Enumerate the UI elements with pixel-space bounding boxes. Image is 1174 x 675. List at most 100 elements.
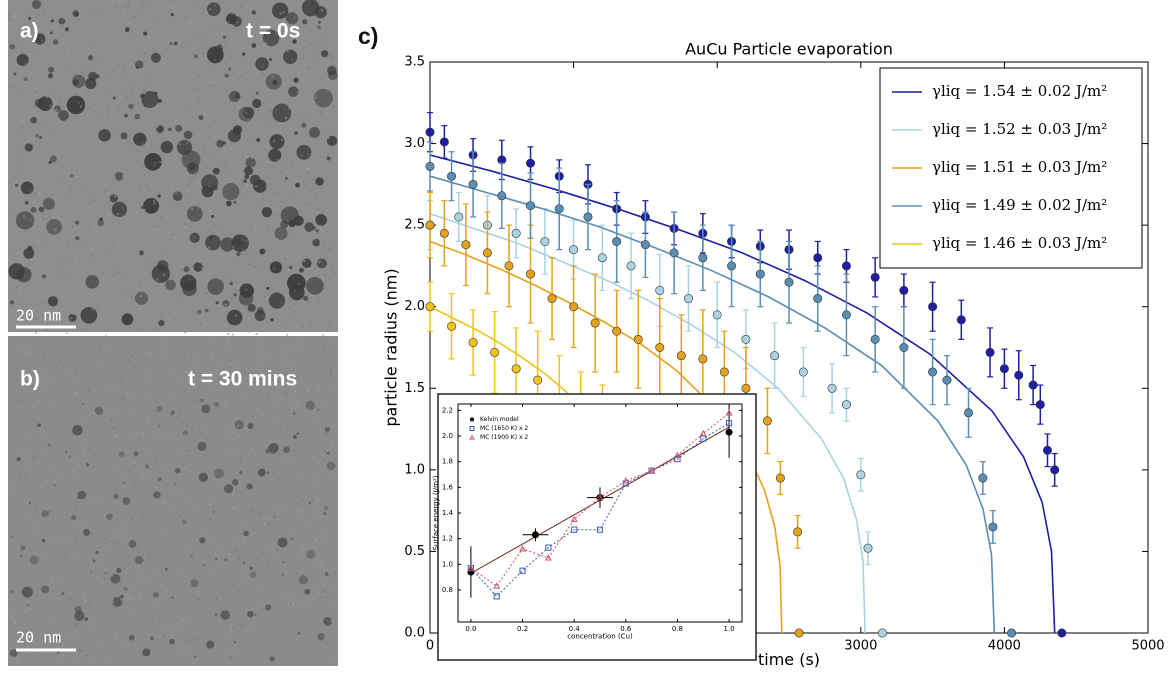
noise [108, 72, 111, 75]
y-tick-label: 2.2 [442, 406, 453, 414]
noise [278, 506, 281, 509]
particle [324, 572, 329, 577]
noise [9, 23, 12, 26]
noise [38, 339, 41, 342]
noise [289, 630, 292, 633]
noise [98, 655, 101, 658]
noise [119, 222, 122, 225]
marker [425, 127, 435, 137]
noise [315, 479, 318, 482]
noise [285, 104, 288, 107]
particle [9, 649, 18, 657]
noise [195, 305, 198, 308]
noise [293, 457, 296, 460]
noise [257, 109, 260, 112]
particle [151, 264, 171, 283]
noise [328, 277, 331, 280]
noise [148, 471, 151, 474]
noise [227, 537, 230, 540]
marker [468, 179, 478, 189]
noise [239, 571, 242, 574]
marker [447, 171, 457, 181]
noise [88, 41, 91, 44]
noise [319, 158, 322, 161]
noise [228, 363, 231, 366]
panel-label: a) [20, 20, 39, 43]
noise [161, 216, 164, 219]
noise [66, 306, 69, 309]
noise [283, 455, 286, 458]
noise [208, 570, 211, 573]
noise [310, 245, 313, 248]
noise [84, 129, 87, 132]
noise [332, 106, 335, 109]
noise [110, 388, 113, 391]
noise [181, 625, 184, 628]
particle [31, 0, 42, 10]
noise [309, 521, 312, 524]
noise [16, 286, 19, 289]
particle [302, 19, 308, 25]
noise [42, 238, 45, 241]
noise [88, 202, 91, 205]
noise [24, 63, 27, 66]
noise [238, 275, 241, 278]
noise [96, 576, 99, 579]
noise [53, 562, 56, 565]
noise [246, 120, 249, 123]
particle [176, 139, 193, 156]
noise [331, 445, 334, 448]
noise [227, 553, 230, 556]
marker [813, 253, 823, 263]
noise [32, 143, 35, 146]
marker [727, 261, 737, 271]
noise [76, 466, 79, 469]
particle [36, 34, 40, 38]
noise [63, 65, 66, 68]
noise [224, 428, 227, 431]
noise [315, 500, 318, 503]
noise [291, 160, 294, 163]
y-tick-label: 3.5 [404, 55, 425, 70]
noise [202, 634, 205, 637]
marker [793, 527, 803, 537]
noise [263, 352, 266, 355]
noise [213, 58, 216, 61]
noise [233, 550, 236, 553]
noise [166, 216, 169, 219]
noise [315, 192, 318, 195]
noise [183, 352, 186, 355]
noise [317, 498, 320, 501]
particle [312, 238, 321, 247]
noise [200, 534, 203, 537]
noise [74, 625, 77, 628]
noise [127, 0, 130, 3]
noise [240, 5, 243, 8]
noise [25, 9, 28, 12]
noise [196, 363, 199, 366]
noise [117, 64, 120, 67]
noise [184, 466, 187, 469]
particle [298, 575, 308, 585]
noise [39, 479, 42, 482]
noise [209, 273, 212, 276]
plot-frame [429, 61, 1149, 634]
noise [127, 22, 130, 25]
noise [320, 591, 323, 594]
x-axis-label: time (s) [758, 650, 820, 669]
noise [160, 431, 163, 434]
noise [281, 139, 284, 142]
noise [253, 278, 256, 281]
noise [282, 11, 285, 14]
noise [186, 188, 189, 191]
noise [13, 166, 16, 169]
noise [69, 454, 72, 457]
noise [109, 148, 112, 151]
noise [189, 225, 192, 228]
noise [41, 556, 44, 559]
noise [193, 88, 196, 91]
noise [83, 463, 86, 466]
noise [283, 372, 286, 375]
noise [231, 493, 234, 496]
noise [187, 378, 190, 381]
